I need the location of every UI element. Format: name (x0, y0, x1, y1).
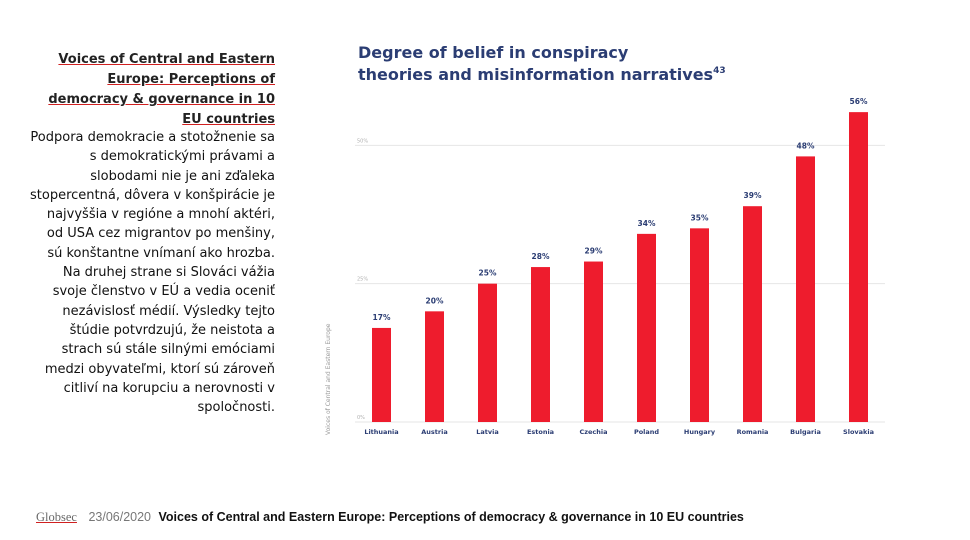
y-axis-label: Voices of Central and Eastern Europe (325, 323, 332, 435)
y-tick-label: 0% (357, 415, 365, 421)
bar-value-label: 29% (585, 247, 603, 256)
bar-value-label: 20% (426, 296, 444, 305)
y-tick-label: 50% (357, 138, 368, 144)
left-panel-title-text: Voices of Central and Eastern Europe: Pe… (48, 52, 275, 127)
bar (478, 283, 497, 422)
bar (743, 206, 762, 422)
bar (796, 156, 815, 422)
x-tick-label: Latvia (476, 428, 499, 436)
bar-value-label: 34% (638, 219, 656, 228)
x-tick-label: Slovakia (843, 428, 874, 436)
chart-title-line-2-text: theories and misinformation narratives (358, 65, 714, 84)
chart-title-line-1: Degree of belief in conspiracy (358, 43, 629, 62)
chart-title-line-2: theories and misinformation narratives43 (358, 62, 778, 84)
x-tick-label: Poland (634, 428, 659, 436)
footer-org: Globsec (36, 510, 77, 524)
bar-chart: 0% 25% 50% Voices of Central and Eastern Eu… (325, 97, 885, 436)
x-tick-label: Hungary (684, 428, 716, 436)
x-tick-label: Lithuania (364, 428, 398, 436)
bar-value-label: 25% (479, 269, 497, 278)
footer-date: 23/06/2020 (88, 510, 152, 524)
x-tick-label: Romania (737, 428, 769, 436)
chart-title: Degree of belief in conspiracy theories … (358, 44, 778, 84)
x-tick-label: Czechia (579, 428, 607, 436)
left-panel-paragraph-2: Na druhej strane si Slováci vážia svoje … (44, 265, 275, 416)
bar (690, 228, 709, 422)
bar-value-label: 48% (797, 141, 815, 150)
chart-title-footnote: 43 (713, 66, 726, 76)
bar (372, 327, 391, 422)
x-tick-label: Bulgaria (790, 428, 821, 436)
left-panel-body: Podpora demokracie a stotožnenie sa s de… (30, 128, 275, 417)
footer: Globsec 23/06/2020 Voices of Central and… (36, 510, 744, 525)
x-tick-label: Austria (421, 428, 447, 436)
footer-reference: Voices of Central and Eastern Europe: Pe… (158, 510, 744, 524)
bar-value-label: 39% (744, 191, 762, 200)
bar-value-label: 28% (532, 252, 550, 261)
left-panel-paragraph-1: Podpora demokracie a stotožnenie sa s de… (30, 130, 275, 261)
left-panel-title: Voices of Central and Eastern Europe: Pe… (30, 50, 275, 130)
bar-value-label: 35% (691, 213, 709, 222)
bar (584, 261, 603, 422)
bar (531, 267, 550, 422)
bar-value-label: 17% (373, 313, 391, 322)
bar (849, 112, 868, 422)
bar (637, 233, 656, 422)
bar-value-label: 56% (850, 97, 868, 106)
x-tick-label: Estonia (527, 428, 554, 436)
y-tick-label: 25% (357, 277, 368, 283)
bar (425, 311, 444, 422)
